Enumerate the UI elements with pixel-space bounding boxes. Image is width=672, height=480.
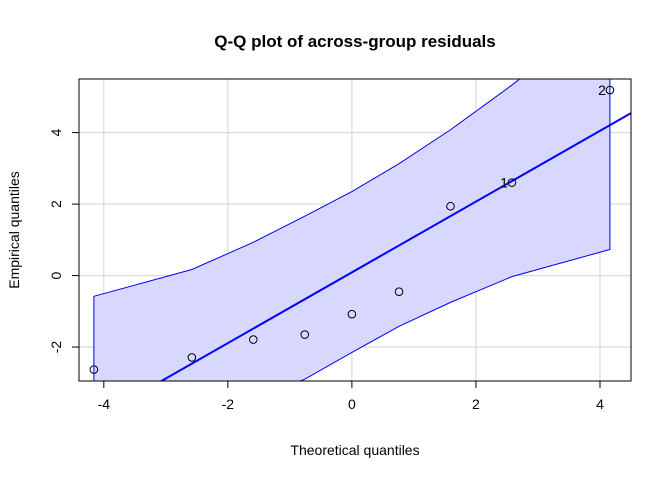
x-tick-label: 2 [472,396,480,412]
data-point [89,365,99,374]
data-point [446,201,455,211]
x-tick-label: 0 [348,396,356,412]
x-tick-label: -4 [98,396,111,412]
x-tick-label: 4 [596,396,604,412]
y-axis-label: Empirical quantiles [6,171,22,289]
point-label: 1 [500,175,508,191]
y-axis: -2 0 2 4 [48,129,80,354]
x-axis-label: Theoretical quantiles [290,442,419,458]
data-point [394,287,404,296]
y-tick-label: 2 [48,200,64,208]
data-point [187,353,197,362]
data-point [300,330,310,339]
chart-title: Q-Q plot of across-group residuals [214,32,495,51]
y-tick-label: 4 [48,129,64,137]
confidence-envelope [93,79,611,381]
data-point [347,309,357,319]
data-point [507,178,517,187]
data-points: 12 [89,82,615,374]
point-label: 2 [598,82,606,98]
y-tick-label: -2 [48,341,64,354]
x-tick-label: -2 [222,396,235,412]
x-axis: -4 -2 0 2 4 [98,380,604,412]
reference-line [159,112,631,381]
y-tick-label: 0 [48,271,64,279]
data-point [605,85,615,95]
data-point [248,335,258,344]
